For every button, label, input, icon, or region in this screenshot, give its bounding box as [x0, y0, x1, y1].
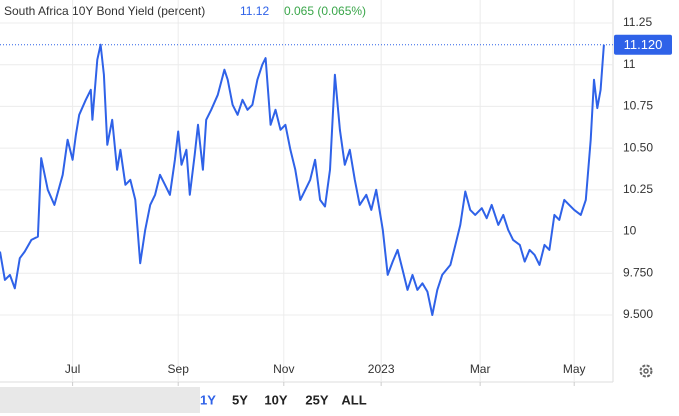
x-tick-label: May [563, 362, 586, 376]
range-bar [0, 387, 200, 413]
y-tick-label: 11 [623, 57, 636, 71]
range-button[interactable]: 25Y [305, 392, 328, 407]
range-button[interactable]: 1Y [200, 392, 216, 407]
series-line [0, 43, 605, 316]
chart-title: South Africa 10Y Bond Yield (percent) [4, 4, 205, 18]
last-value-tag [614, 34, 672, 55]
settings-icon[interactable] [639, 364, 653, 378]
range-button[interactable]: 10Y [264, 392, 287, 407]
x-tick-label: Nov [273, 362, 294, 376]
y-tick-label: 10.75 [623, 99, 653, 113]
y-tick-label: 9.500 [623, 307, 653, 321]
x-tick-label: Sep [168, 362, 190, 376]
x-tick-label: Jul [65, 362, 80, 376]
last-value: 11.12 [240, 4, 269, 18]
y-tick-label: 10.50 [623, 140, 653, 154]
y-tick-label: 10.25 [623, 182, 653, 196]
range-button[interactable]: ALL [341, 392, 366, 407]
y-tick-label: 10 [623, 224, 637, 238]
x-tick-label: 2023 [368, 362, 395, 376]
y-tick-label: 11.25 [623, 15, 652, 29]
last-value-tag-label: 11.120 [624, 37, 663, 52]
y-tick-label: 9.750 [623, 265, 653, 279]
range-button[interactable]: 5Y [232, 392, 248, 407]
change: 0.065 (0.065%) [284, 4, 366, 18]
x-tick-label: Mar [470, 362, 491, 376]
